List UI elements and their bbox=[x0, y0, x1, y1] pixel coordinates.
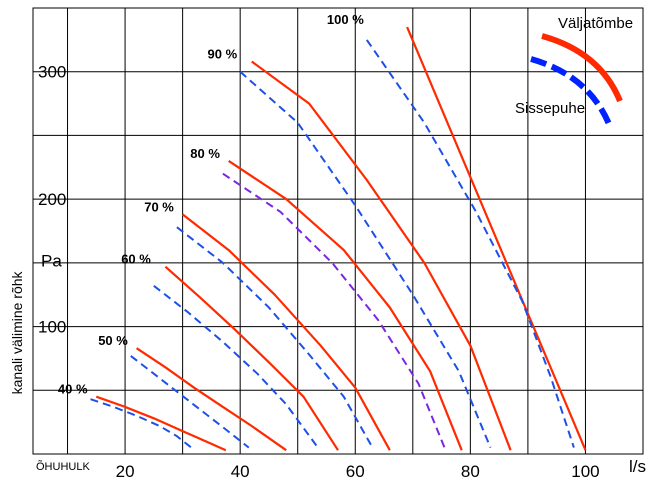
chart-legend: Väljatõmbe Sissepuhe bbox=[515, 15, 633, 126]
plot-frame bbox=[32, 7, 644, 455]
x-tick-label: 40 bbox=[231, 462, 250, 481]
series-line-100-dashed bbox=[365, 39, 575, 448]
legend-swatch-valjatombe bbox=[541, 33, 623, 103]
series-line-80-dashed bbox=[222, 172, 446, 448]
series-line-50-dashed bbox=[130, 355, 250, 449]
series-line-50-solid bbox=[135, 347, 287, 452]
x-tick-label: 80 bbox=[461, 462, 480, 481]
chart-series bbox=[90, 26, 587, 452]
series-label: 40 % bbox=[58, 382, 88, 397]
legend-label: Sissepuhe bbox=[515, 100, 585, 117]
x-tick-label: 100 bbox=[571, 462, 599, 481]
x-axis-label: ÕHUHULK bbox=[36, 460, 90, 473]
series-line-80-solid bbox=[228, 159, 463, 451]
chart-labels: 100 200 300 Pa kanali välimine rõhk 20 40 60 80 1… bbox=[9, 12, 646, 481]
legend-label: Väljatõmbe bbox=[558, 15, 633, 32]
y-axis-label: kanali välimine rõhk bbox=[9, 270, 25, 394]
y-unit-label: Pa bbox=[41, 251, 62, 270]
series-line-90-solid bbox=[251, 60, 512, 451]
series-line-60-dashed bbox=[153, 285, 319, 449]
x-tick-label: 20 bbox=[116, 462, 135, 481]
y-tick-label: 100 bbox=[38, 318, 66, 337]
series-line-100-solid bbox=[406, 26, 587, 451]
x-tick-label: 60 bbox=[346, 462, 365, 481]
series-line-70-solid bbox=[181, 213, 391, 451]
series-line-70-dashed bbox=[176, 226, 374, 449]
series-label: 70 % bbox=[144, 199, 174, 214]
series-line-40-solid bbox=[95, 395, 227, 452]
series-line-90-dashed bbox=[239, 70, 492, 448]
series-label: 90 % bbox=[208, 47, 238, 62]
legend-swatch-sissepuhe bbox=[530, 56, 612, 126]
y-tick-label: 200 bbox=[38, 190, 66, 209]
series-label: 100 % bbox=[327, 12, 364, 27]
series-line-40-dashed bbox=[90, 398, 192, 449]
series-label: 50 % bbox=[98, 333, 128, 348]
series-line-60-solid bbox=[164, 265, 339, 451]
chart-grid bbox=[32, 7, 644, 455]
series-label: 80 % bbox=[190, 146, 220, 161]
x-unit-label: l/s bbox=[629, 457, 646, 476]
y-tick-label: 300 bbox=[38, 63, 66, 82]
series-label: 60 % bbox=[121, 252, 151, 267]
